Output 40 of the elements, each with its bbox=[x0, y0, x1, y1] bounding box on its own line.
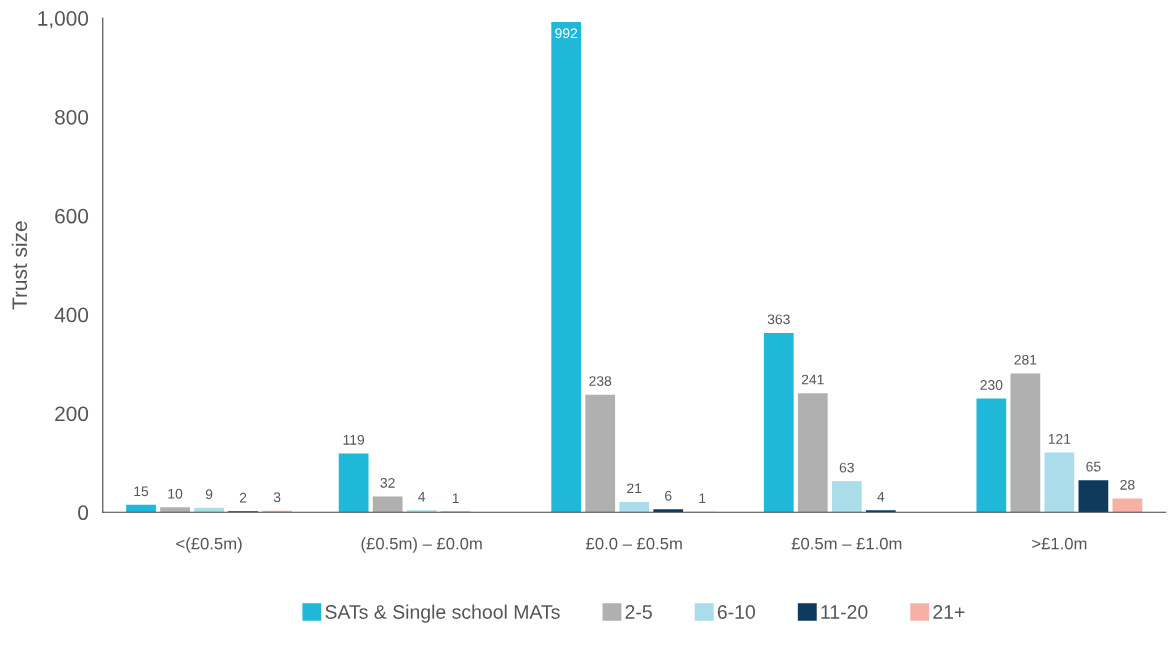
data-label: 281 bbox=[1014, 354, 1037, 365]
data-label: 9 bbox=[205, 489, 213, 500]
data-label: 363 bbox=[767, 314, 790, 325]
data-label: 4 bbox=[877, 491, 885, 502]
data-label: 2 bbox=[239, 492, 247, 503]
data-label: 63 bbox=[839, 462, 854, 473]
data-label: 119 bbox=[343, 434, 365, 445]
data-label: 992 bbox=[555, 28, 578, 39]
y-tick-label: 800 bbox=[55, 109, 89, 125]
data-label: 10 bbox=[168, 488, 183, 499]
x-tick-label: £0.5m – £1.0m bbox=[791, 537, 902, 550]
y-tick-label: 400 bbox=[54, 307, 89, 323]
legend-label: 2-5 bbox=[625, 605, 652, 619]
data-label: 230 bbox=[980, 380, 1003, 390]
y-tick-label: 1,000 bbox=[38, 11, 89, 29]
data-label: 21 bbox=[627, 483, 642, 494]
data-label: 32 bbox=[380, 477, 395, 488]
data-label: 121 bbox=[1048, 433, 1071, 444]
x-tick-label: <(£0.5m) bbox=[176, 537, 242, 553]
data-label: 238 bbox=[589, 376, 612, 386]
x-tick-label: (£0.5m) – £0.0m bbox=[361, 537, 482, 553]
data-label: 1 bbox=[699, 493, 706, 503]
data-label: 28 bbox=[1120, 479, 1135, 490]
legend-label: 6-10 bbox=[717, 605, 755, 619]
legend-label: 11-20 bbox=[821, 605, 868, 619]
data-label: 241 bbox=[801, 374, 824, 385]
data-label: 4 bbox=[418, 491, 426, 502]
y-tick-label: 0 bbox=[78, 505, 89, 521]
y-axis-title: Trust size bbox=[11, 221, 28, 310]
y-tick-label: 200 bbox=[55, 406, 89, 422]
x-tick-label: £0.0 – £0.5m bbox=[586, 537, 682, 550]
data-label: 15 bbox=[134, 486, 149, 497]
data-label: 3 bbox=[273, 492, 281, 503]
x-tick-label: >£1.0m bbox=[1032, 537, 1087, 550]
y-tick-label: 600 bbox=[55, 208, 89, 224]
data-label: 1 bbox=[452, 493, 459, 503]
legend-label: 21+ bbox=[933, 605, 965, 619]
data-label: 6 bbox=[665, 490, 672, 501]
data-label: 65 bbox=[1086, 461, 1101, 472]
legend-label: SATs & Single school MATs bbox=[325, 604, 560, 623]
